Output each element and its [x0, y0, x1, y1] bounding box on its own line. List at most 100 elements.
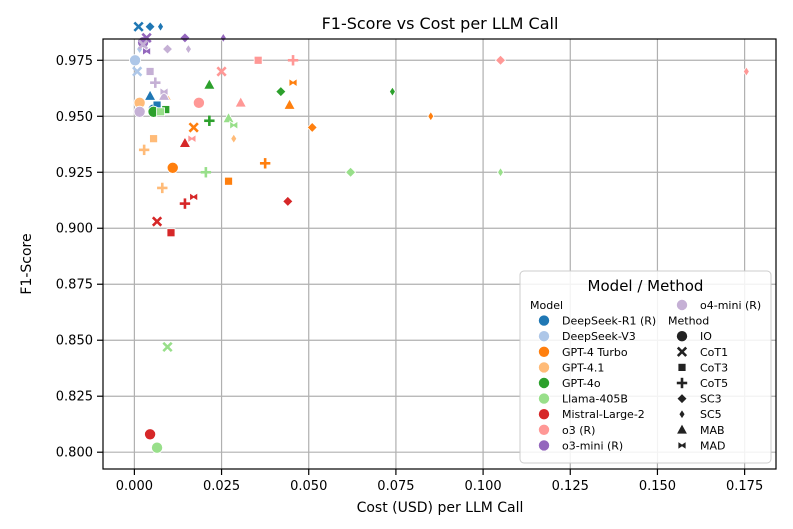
- point-sc3: [161, 43, 174, 55]
- point-sc5: [219, 32, 227, 44]
- legend-method-entry: CoT5: [700, 377, 728, 390]
- point-io: [129, 54, 142, 67]
- legend-method-entry: IO: [700, 330, 712, 343]
- point-cot3: [156, 107, 165, 117]
- legend-title: Model / Method: [588, 277, 704, 295]
- point-io: [151, 441, 164, 454]
- legend-model-entry: GPT-4.1: [562, 361, 604, 374]
- legend-model-entry: GPT-4 Turbo: [562, 346, 628, 359]
- y-tick-label: 0.975: [56, 54, 93, 69]
- point-mab: [283, 98, 296, 110]
- legend-model-entry-marker: [538, 392, 551, 405]
- x-tick-label: 0.100: [464, 479, 501, 494]
- y-axis-label: F1-Score: [19, 233, 35, 294]
- x-tick-label: 0.125: [552, 479, 589, 494]
- point-mab: [234, 95, 248, 108]
- legend-model-entry-marker: [538, 314, 551, 327]
- point-cot5: [138, 144, 150, 156]
- legend-model-entry-marker: [538, 408, 551, 421]
- point-io: [166, 161, 179, 174]
- point-cot3: [224, 176, 233, 186]
- point-io: [144, 428, 157, 441]
- x-tick-label: 0.075: [377, 479, 414, 494]
- y-tick-label: 0.925: [56, 166, 93, 181]
- point-sc5: [388, 86, 396, 97]
- point-cot1: [137, 39, 149, 50]
- point-cot5: [150, 77, 161, 88]
- legend-method-entry: SC3: [700, 393, 722, 406]
- x-tick-label: 0.150: [639, 479, 676, 494]
- axis-ticks: 0.000 0.025 0.050 0.075 0.100 0.125 0.150 0.175…: [56, 54, 763, 494]
- point-sc3: [494, 54, 507, 66]
- point-io: [192, 96, 205, 109]
- point-sc5: [427, 110, 435, 122]
- chart-title: F1-Score vs Cost per LLM Call: [322, 14, 559, 33]
- point-cot5: [179, 198, 191, 209]
- legend-model-entry-marker: [538, 423, 551, 436]
- point-sc5: [184, 43, 192, 55]
- legend-method-entry: MAD: [700, 439, 726, 452]
- legend-model-entry: Mistral-Large-2: [562, 408, 645, 421]
- x-tick-label: 0.050: [290, 479, 327, 494]
- legend-method-entry-marker: [676, 330, 689, 343]
- point-mad: [288, 77, 298, 88]
- point-sc5: [497, 166, 505, 178]
- point-cot1: [132, 66, 143, 77]
- point-cot1: [216, 66, 227, 77]
- point-cot5: [287, 55, 299, 66]
- legend-model-entry-marker: [538, 330, 551, 343]
- point-mad: [159, 86, 169, 97]
- legend-model-entry: GPT-4o: [562, 377, 601, 390]
- legend-model-entry: o3 (R): [562, 424, 595, 437]
- point-cot5: [259, 158, 271, 169]
- point-cot1: [133, 21, 144, 32]
- legend-model-entry-marker: [676, 298, 689, 311]
- point-sc5: [157, 21, 165, 33]
- plot-frame: [102, 38, 777, 470]
- point-cot1: [151, 216, 163, 227]
- point-sc5: [742, 66, 750, 77]
- legend-model-entry: DeepSeek-V3: [562, 330, 636, 343]
- point-cot3: [145, 67, 155, 76]
- legend-header: Model: [530, 299, 563, 312]
- point-sc3: [282, 195, 294, 207]
- legend-model-entry: o4-mini (R): [700, 299, 761, 312]
- point-cot3: [149, 134, 158, 144]
- point-cot3: [166, 228, 176, 238]
- legend-method-entry: CoT1: [700, 346, 728, 359]
- point-cot5: [157, 182, 168, 194]
- legend-method-entry-marker: [676, 393, 688, 405]
- point-sc3: [144, 21, 156, 33]
- legend-method-entry: SC5: [700, 408, 722, 421]
- point-cot5: [204, 115, 215, 126]
- legend-model-entry: DeepSeek-R1 (R): [562, 315, 656, 328]
- legend: Model / Method Model DeepSeek-R1 (R) DeepSe…: [519, 270, 772, 464]
- legend-model-entry-marker: [538, 376, 551, 389]
- y-tick-label: 0.800: [56, 446, 93, 461]
- point-sc5: [230, 133, 238, 144]
- point-cot1: [162, 341, 173, 353]
- point-sc3: [275, 86, 287, 98]
- legend-method-entry-marker: [677, 440, 687, 451]
- x-tick-label: 0.000: [116, 479, 153, 494]
- y-tick-label: 0.875: [56, 278, 93, 293]
- point-mad: [187, 133, 197, 144]
- y-tick-label: 0.825: [56, 390, 93, 405]
- point-sc3: [306, 121, 318, 134]
- x-axis-label: Cost (USD) per LLM Call: [357, 500, 524, 516]
- point-sc3: [179, 32, 191, 44]
- legend-method-entry-marker: [676, 346, 688, 357]
- x-tick-label: 0.025: [203, 479, 240, 494]
- point-cot1: [188, 122, 199, 133]
- y-tick-label: 0.850: [56, 334, 93, 349]
- point-cot5: [200, 167, 212, 178]
- point-cot3: [253, 55, 263, 65]
- legend-model-entry-marker: [538, 345, 551, 358]
- legend-header: Method: [668, 315, 709, 328]
- point-mad: [189, 192, 199, 202]
- legend-model-entry: Llama-405B: [562, 393, 628, 406]
- legend-method-entry: CoT3: [700, 361, 728, 374]
- x-tick-label: 0.175: [726, 479, 763, 494]
- point-mab: [222, 111, 235, 124]
- legend-method-entry-marker: [678, 408, 686, 420]
